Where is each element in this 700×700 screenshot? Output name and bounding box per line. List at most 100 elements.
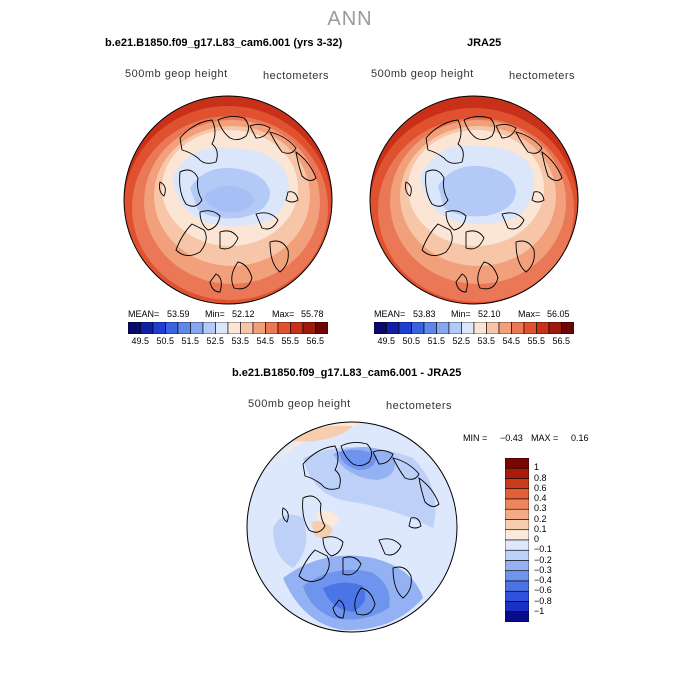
left-mean-label: MEAN= (128, 309, 160, 319)
right-min-value: 52.10 (478, 309, 501, 319)
right-mean-label: MEAN= (374, 309, 406, 319)
colorbar-tick-label: 56.5 (552, 336, 571, 346)
diff-min-label: MIN = (463, 433, 488, 443)
colorbar-swatch (505, 498, 529, 510)
colorbar-tick-label: 0.4 (534, 493, 547, 503)
colorbar-tick-label: −0.2 (534, 554, 552, 565)
colorbar-tick-label: 50.5 (402, 336, 421, 346)
contour-fill (273, 514, 307, 568)
colorbar-tick-label: 56.5 (306, 336, 325, 346)
colorbar-tick-label: 0.3 (534, 503, 547, 514)
contour-fill (438, 165, 516, 217)
colorbar-swatch (411, 322, 425, 334)
right-colorbar-labels: 49.5 50.5 51.5 52.5 53.5 54.5 55.5 56.5 (374, 336, 574, 348)
colorbar-tick-label: 55.5 (527, 336, 546, 346)
colorbar-swatch (505, 611, 529, 622)
colorbar-tick-label: 55.5 (281, 336, 300, 346)
colorbar-swatch (386, 322, 400, 334)
colorbar-swatch (140, 322, 154, 334)
colorbar-tick-label: −0.1 (534, 544, 552, 555)
colorbar-tick-label: 54.5 (502, 336, 521, 346)
colorbar-swatch (523, 322, 537, 334)
colorbar-swatch (128, 322, 141, 334)
colorbar-swatch (165, 322, 179, 334)
right-max-label: Max= (518, 309, 541, 319)
left-colorbar (128, 322, 328, 334)
colorbar-tick-label: −0.8 (534, 595, 552, 606)
colorbar-swatch (190, 322, 204, 334)
colorbar-swatch (265, 322, 279, 334)
coastlines (159, 115, 317, 293)
colorbar-swatch (505, 478, 529, 490)
diff-units-label: hectometers (386, 400, 453, 412)
colorbar-tick-label: 0 (534, 534, 540, 544)
colorbar-swatch (398, 322, 412, 334)
colorbar-swatch (315, 322, 328, 334)
colorbar-swatch (486, 322, 500, 334)
right-max-value: 56.05 (547, 309, 570, 319)
colorbar-swatch (290, 322, 304, 334)
colorbar-swatch (202, 322, 216, 334)
colorbar-swatch (505, 529, 529, 541)
colorbar-swatch (505, 508, 529, 520)
contour-fill (204, 185, 254, 213)
colorbar-swatch (511, 322, 525, 334)
colorbar-swatch (302, 322, 316, 334)
colorbar-tick-label: 0.2 (534, 513, 547, 524)
colorbar-tick-label: 49.5 (377, 336, 396, 346)
left-variable-label: 500mb geop height (125, 68, 228, 80)
colorbar-tick-label: 0.1 (534, 523, 547, 534)
colorbar-swatch (536, 322, 550, 334)
colorbar-tick-label: 0.6 (534, 482, 547, 493)
colorbar-tick-label: −0.3 (534, 564, 552, 575)
colorbar-tick-label: 0.8 (534, 472, 547, 483)
colorbar-swatch (505, 458, 529, 469)
right-units-label: hectometers (509, 70, 576, 82)
colorbar-tick-label: 52.5 (452, 336, 471, 346)
diff-variable-label: 500mb geop height (248, 398, 351, 410)
colorbar-tick-label: 51.5 (427, 336, 446, 346)
diff-polar-map (246, 421, 458, 633)
right-variable-label: 500mb geop height (371, 68, 474, 80)
colorbar-swatch (227, 322, 241, 334)
colorbar-tick-label: −0.4 (534, 575, 552, 585)
right-colorbar (374, 322, 574, 334)
diff-colorbar-labels: 1 0.8 0.6 0.4 0.3 0.2 0.1 0 −0.1 −0.2 −0.3 −0.4 −0.6… (534, 458, 574, 622)
colorbar-swatch (177, 322, 191, 334)
colorbar-swatch (252, 322, 266, 334)
colorbar-swatch (505, 549, 529, 561)
right-min-label: Min= (451, 309, 471, 319)
colorbar-tick-label: 51.5 (181, 336, 200, 346)
colorbar-swatch (448, 322, 462, 334)
page-title: ANN (327, 8, 373, 30)
left-min-value: 52.12 (232, 309, 255, 319)
colorbar-swatch (505, 601, 529, 613)
diff-max-value: 0.16 (571, 433, 589, 443)
contour-fill (283, 425, 353, 442)
diff-max-label: MAX = (531, 433, 559, 443)
colorbar-tick-label: 49.5 (131, 336, 150, 346)
left-max-label: Max= (272, 309, 295, 319)
colorbar-swatch (240, 322, 254, 334)
colorbar-swatch (436, 322, 450, 334)
colorbar-swatch (215, 322, 229, 334)
colorbar-tick-label: 50.5 (156, 336, 175, 346)
colorbar-swatch (473, 322, 487, 334)
diff-min-value: −0.43 (500, 433, 523, 443)
diff-colorbar (505, 458, 529, 622)
diff-panel-title: b.e21.B1850.f09_g17.L83_cam6.001 - JRA25 (232, 367, 462, 379)
colorbar-swatch (498, 322, 512, 334)
left-units-label: hectometers (263, 70, 330, 82)
coastlines (282, 441, 440, 619)
colorbar-tick-label: −1 (534, 605, 545, 616)
colorbar-swatch (505, 560, 529, 572)
colorbar-swatch (561, 322, 574, 334)
colorbar-tick-label: 52.5 (206, 336, 225, 346)
colorbar-swatch (505, 580, 529, 592)
right-panel-title: JRA25 (467, 37, 502, 49)
colorbar-swatch (505, 539, 529, 551)
colorbar-swatch (277, 322, 291, 334)
colorbar-tick-label: 53.5 (231, 336, 250, 346)
left-mean-value: 53.59 (167, 309, 190, 319)
colorbar-swatch (505, 488, 529, 500)
